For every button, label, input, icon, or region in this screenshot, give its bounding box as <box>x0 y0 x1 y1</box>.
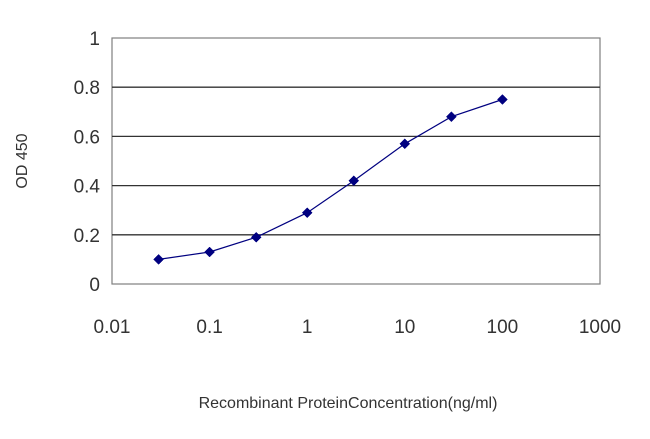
data-point <box>348 175 360 187</box>
y-axis-ticks: 0 0.2 0.4 0.6 0.8 1 <box>74 29 101 296</box>
x-tick-label: 100 <box>487 317 519 338</box>
x-tick-label: 10 <box>394 317 415 338</box>
data-point <box>204 246 215 258</box>
y-tick-label: 0.6 <box>74 127 100 148</box>
y-tick-label: 0.2 <box>74 226 100 247</box>
y-tick-label: 0.4 <box>74 177 101 198</box>
x-tick-label: 0.1 <box>196 317 222 338</box>
data-point <box>301 207 313 219</box>
data-point <box>446 111 457 123</box>
series-line <box>158 98 503 260</box>
gridlines <box>112 86 600 236</box>
data-point <box>153 254 164 265</box>
y-tick-label: 0.8 <box>74 78 100 99</box>
x-axis-title: Recombinant ProteinConcentration(ng/ml) <box>199 395 498 412</box>
data-point <box>497 94 508 105</box>
series-layer <box>153 94 508 265</box>
x-tick-label: 0.01 <box>94 317 131 338</box>
plot-area <box>111 37 601 285</box>
data-point <box>250 231 262 243</box>
y-axis-title: OD 450 <box>14 133 31 188</box>
y-tick-label: 0 <box>89 275 100 296</box>
x-axis-ticks: 0.01 0.1 1 10 100 1000 <box>94 317 622 338</box>
x-tick-label: 1 <box>302 317 313 338</box>
data-point <box>399 138 411 150</box>
y-tick-label: 1 <box>89 29 100 50</box>
x-tick-label: 1000 <box>579 317 621 338</box>
